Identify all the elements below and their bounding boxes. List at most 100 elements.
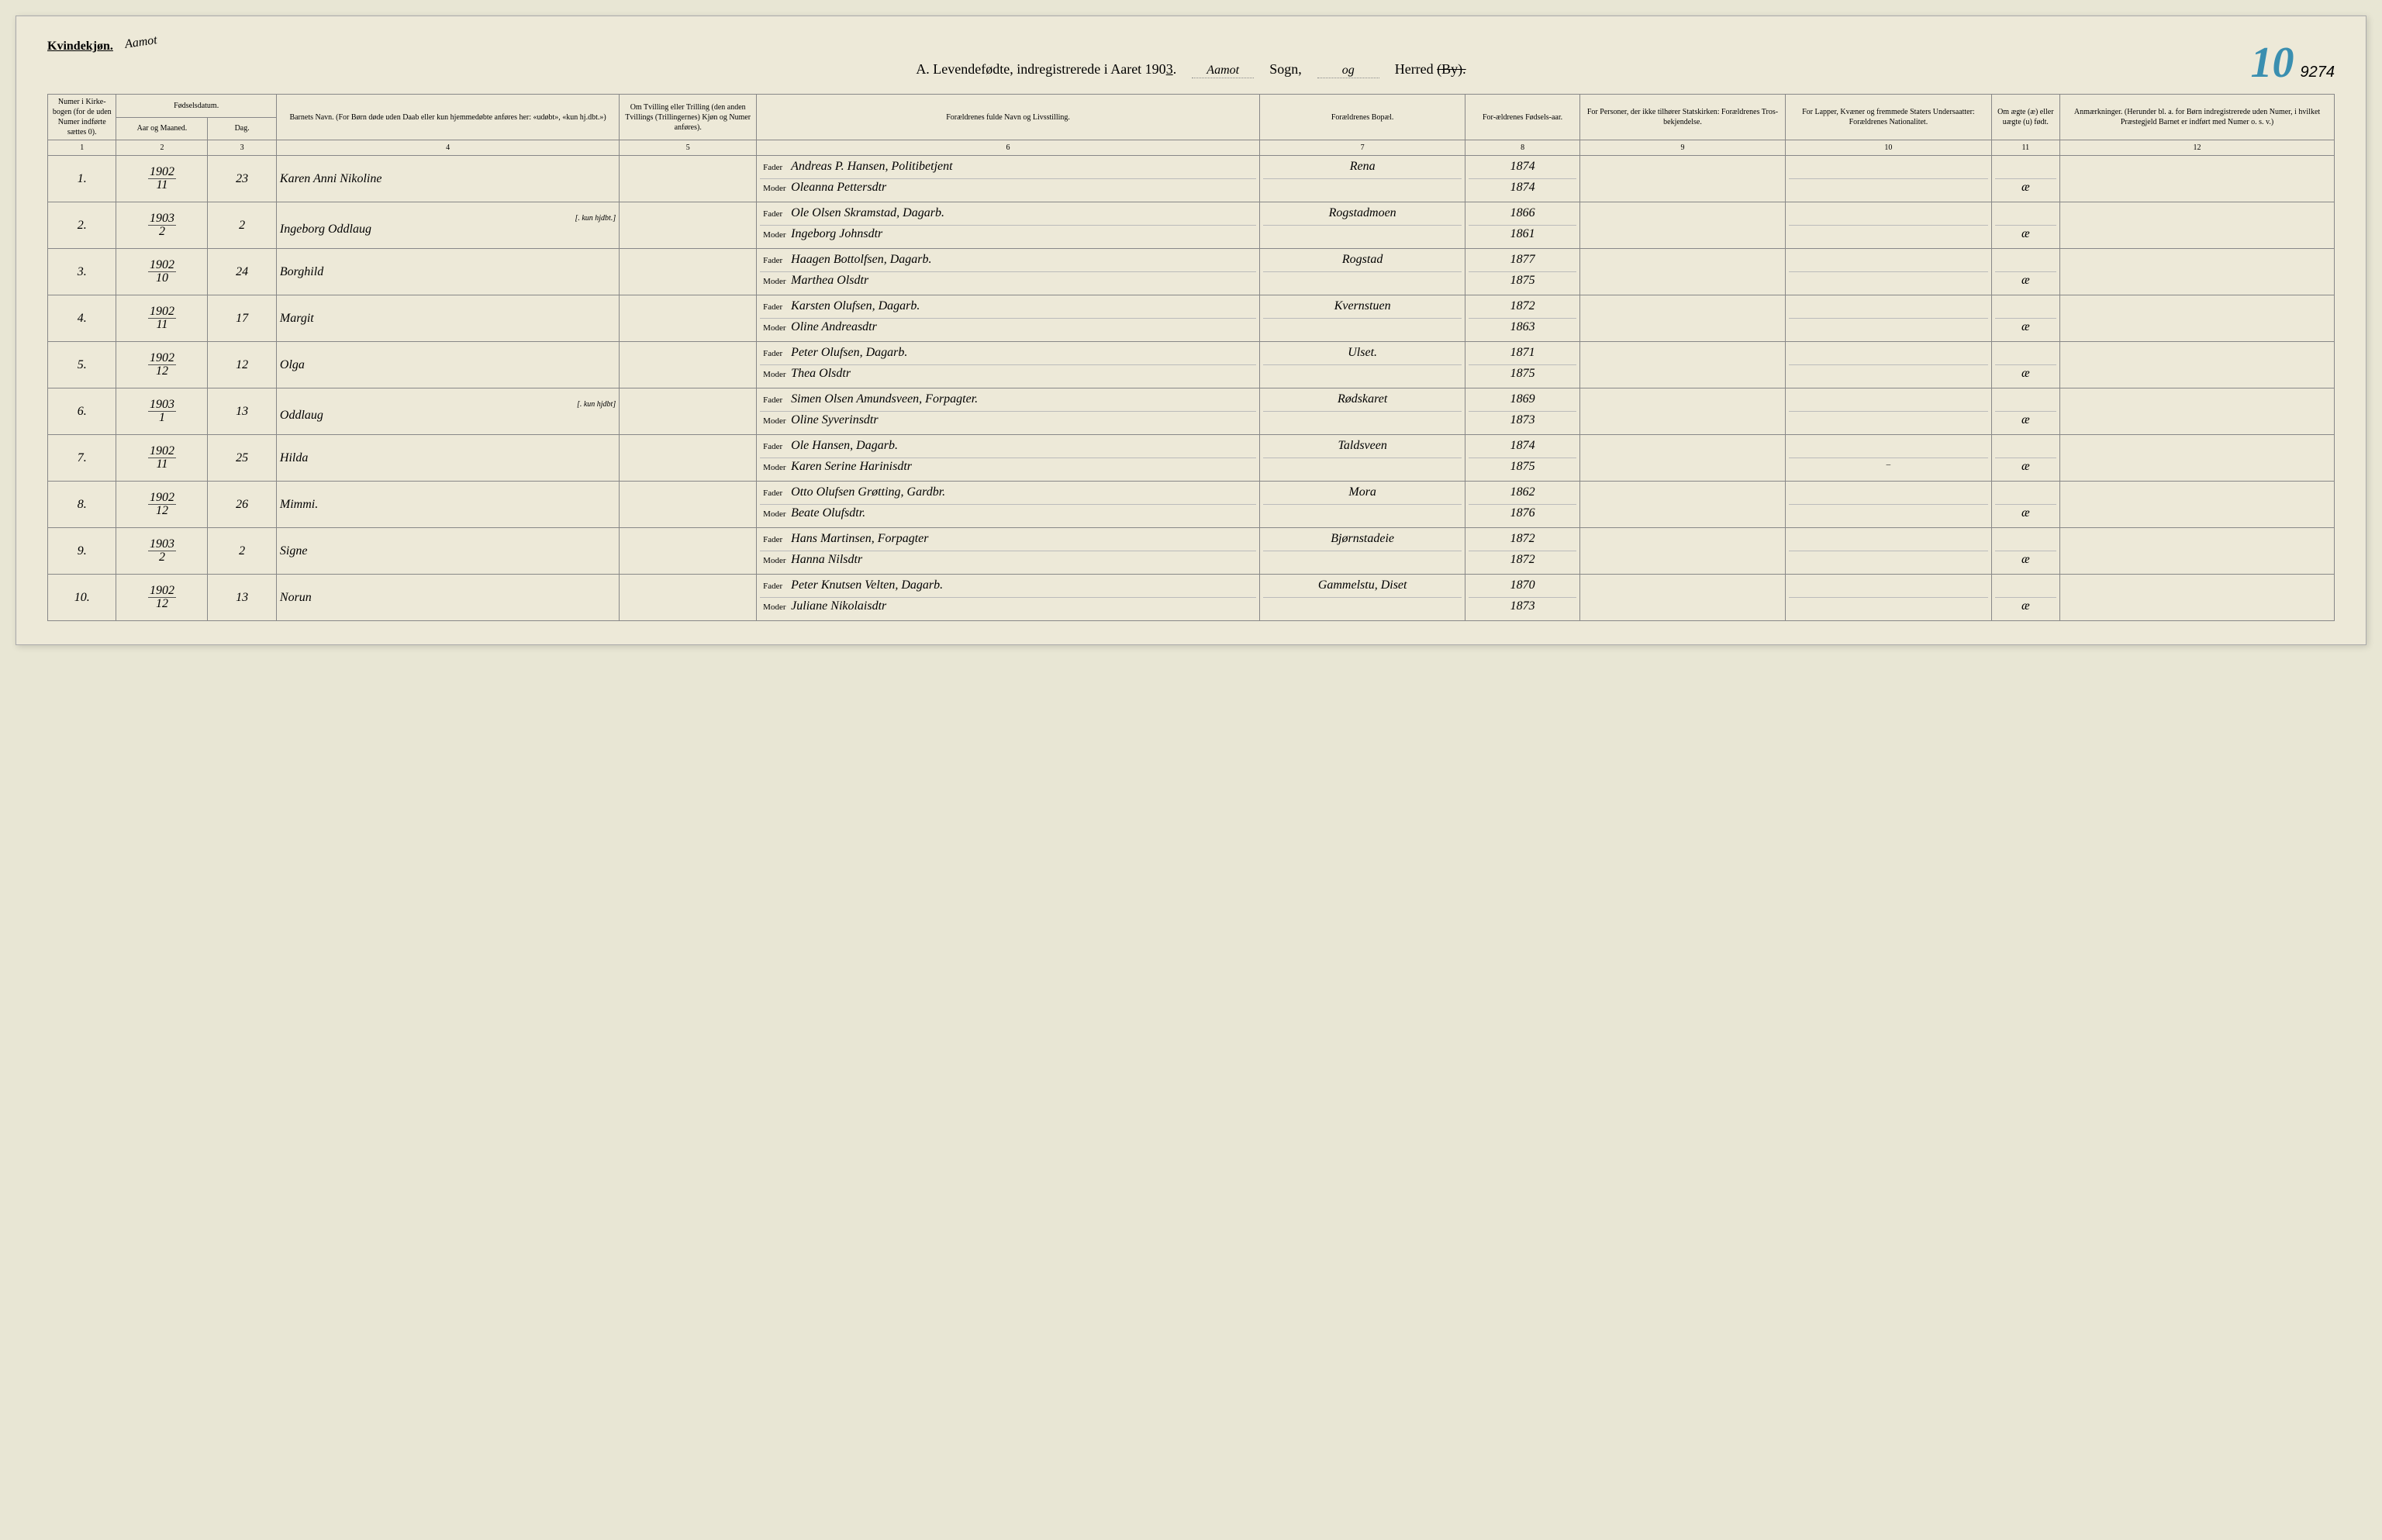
- legitimacy: æ: [1991, 388, 2059, 435]
- child-name: [. kun hjdbt.] Ingeborg Oddlaug: [276, 202, 619, 249]
- col-header-4: Barnets Navn. (For Børn døde uden Daab e…: [276, 95, 619, 140]
- parent-birth-years: 18711875: [1465, 342, 1579, 388]
- col-header-8: For-ældrenes Fødsels-aar.: [1465, 95, 1579, 140]
- father-name: Andreas P. Hansen, Politibetjent: [791, 160, 952, 174]
- og-fill: og: [1317, 64, 1379, 78]
- child-name: Margit: [276, 295, 619, 342]
- father-name: Karsten Olufsen, Dagarb.: [791, 299, 920, 313]
- residence: Rena: [1259, 156, 1465, 202]
- header-top: Kvindekjøn. Aamot: [47, 40, 2335, 54]
- child-name: Mimmi.: [276, 482, 619, 528]
- birth-day: 17: [208, 295, 276, 342]
- birth-year-month: 190210: [116, 249, 208, 295]
- parents-cell: FaderOtto Olufsen Grøtting, Gardbr. Mode…: [757, 482, 1260, 528]
- child-name: Olga: [276, 342, 619, 388]
- mother-name: Hanna Nilsdtr: [791, 553, 862, 567]
- nationality: [1786, 575, 1991, 621]
- religion: [1579, 156, 1785, 202]
- residence: Kvernstuen: [1259, 295, 1465, 342]
- nationality: [1786, 202, 1991, 249]
- col-header-11: Om ægte (æ) eller uægte (u) født.: [1991, 95, 2059, 140]
- twin-info: [620, 202, 757, 249]
- religion: [1579, 249, 1785, 295]
- remarks: [2060, 575, 2335, 621]
- remarks: [2060, 202, 2335, 249]
- col-header-10: For Lapper, Kvæner og fremmede Staters U…: [1786, 95, 1991, 140]
- nationality: [1786, 295, 1991, 342]
- birth-day: 2: [208, 202, 276, 249]
- mother-name: Oleanna Pettersdtr: [791, 181, 886, 195]
- remarks: [2060, 482, 2335, 528]
- mother-name: Oline Syverinsdtr: [791, 413, 878, 427]
- register-table: Numer i Kirke-bogen (for de uden Numer i…: [47, 94, 2335, 621]
- entry-number: 10.: [48, 575, 116, 621]
- parent-birth-years: 18741874: [1465, 156, 1579, 202]
- religion: [1579, 388, 1785, 435]
- legitimacy: æ: [1991, 575, 2059, 621]
- residence: Mora: [1259, 482, 1465, 528]
- residence: Gammelstu, Diset: [1259, 575, 1465, 621]
- father-name: Peter Knutsen Velten, Dagarb.: [791, 578, 943, 592]
- mother-name: Marthea Olsdtr: [791, 274, 868, 288]
- religion: [1579, 528, 1785, 575]
- twin-info: [620, 575, 757, 621]
- title-line: A. Levendefødte, indregistrerede i Aaret…: [47, 61, 2335, 78]
- col-header-9: For Personer, der ikke tilhører Statskir…: [1579, 95, 1785, 140]
- table-row: 8. 190212 26 Mimmi. FaderOtto Olufsen Gr…: [48, 482, 2335, 528]
- entry-number: 6.: [48, 388, 116, 435]
- parents-cell: FaderKarsten Olufsen, Dagarb. ModerOline…: [757, 295, 1260, 342]
- parent-birth-years: 18721872: [1465, 528, 1579, 575]
- table-row: 6. 19031 13 [. kun hjdbt] Oddlaug FaderS…: [48, 388, 2335, 435]
- table-row: 1. 190211 23 Karen Anni Nikoline FaderAn…: [48, 156, 2335, 202]
- religion: [1579, 295, 1785, 342]
- remarks: [2060, 249, 2335, 295]
- birth-year-month: 19031: [116, 388, 208, 435]
- legitimacy: æ: [1991, 156, 2059, 202]
- birth-day: 13: [208, 388, 276, 435]
- page-number-small: 9274: [2301, 64, 2335, 81]
- twin-info: [620, 342, 757, 388]
- parent-birth-years: 18661861: [1465, 202, 1579, 249]
- entry-number: 9.: [48, 528, 116, 575]
- entry-number: 5.: [48, 342, 116, 388]
- birth-day: 13: [208, 575, 276, 621]
- child-name: Hilda: [276, 435, 619, 482]
- legitimacy: æ: [1991, 295, 2059, 342]
- mother-name: Ingeborg Johnsdtr: [791, 227, 882, 241]
- herred-label: Herred (By).: [1395, 61, 1466, 78]
- parent-birth-years: 18701873: [1465, 575, 1579, 621]
- remarks: [2060, 435, 2335, 482]
- legitimacy: æ: [1991, 249, 2059, 295]
- page-number-large: 10: [2251, 38, 2294, 88]
- nationality: [1786, 156, 1991, 202]
- col-header-1: Numer i Kirke-bogen (for de uden Numer i…: [48, 95, 116, 140]
- birth-year-month: 190212: [116, 575, 208, 621]
- twin-info: [620, 156, 757, 202]
- parents-cell: FaderHaagen Bottolfsen, Dagarb. ModerMar…: [757, 249, 1260, 295]
- sogn-fill: Aamot: [1192, 64, 1254, 78]
- remarks: [2060, 295, 2335, 342]
- twin-info: [620, 482, 757, 528]
- legitimacy: æ: [1991, 482, 2059, 528]
- residence: Rogstadmoen: [1259, 202, 1465, 249]
- page-number: 10 9274: [2251, 38, 2335, 88]
- birth-year-month: 190211: [116, 295, 208, 342]
- mother-name: Oline Andreasdtr: [791, 320, 877, 334]
- entry-number: 2.: [48, 202, 116, 249]
- title-prefix: A. Levendefødte, indregistrerede i Aaret…: [916, 61, 1176, 78]
- column-numbers-row: 1 2 3 4 5 6 7 8 9 10 11 12: [48, 140, 2335, 156]
- birth-day: 25: [208, 435, 276, 482]
- birth-year-month: 190211: [116, 435, 208, 482]
- parent-birth-years: 18741875: [1465, 435, 1579, 482]
- mother-name: Thea Olsdtr: [791, 367, 851, 381]
- parish-annotation: Aamot: [124, 33, 158, 52]
- religion: [1579, 202, 1785, 249]
- entry-number: 1.: [48, 156, 116, 202]
- table-row: 10. 190212 13 Norun FaderPeter Knutsen V…: [48, 575, 2335, 621]
- nationality: [1786, 528, 1991, 575]
- residence: Rødskaret: [1259, 388, 1465, 435]
- religion: [1579, 342, 1785, 388]
- mother-name: Juliane Nikolaisdtr: [791, 599, 886, 613]
- parents-cell: FaderPeter Knutsen Velten, Dagarb. Moder…: [757, 575, 1260, 621]
- birth-day: 23: [208, 156, 276, 202]
